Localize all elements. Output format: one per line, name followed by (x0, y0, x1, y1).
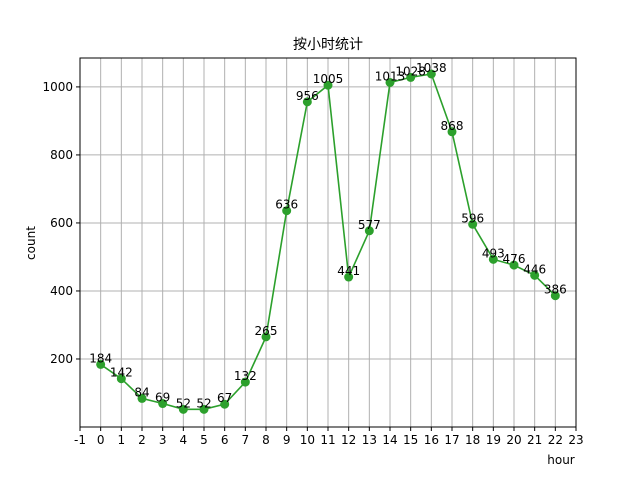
y-tick-label: 800 (50, 148, 73, 162)
x-tick-label: 20 (506, 433, 521, 447)
x-axis-ticks: -1 0 1 2 3 4 5 6 7 8 9 10 11 12 13 14 15 16 17 18 19 20 21 22 23 (74, 427, 584, 447)
data-point (261, 332, 271, 342)
data-point (426, 69, 436, 79)
data-label: 52 (196, 396, 211, 410)
data-point (509, 260, 519, 270)
x-tick-label: 0 (97, 433, 105, 447)
data-point (406, 72, 416, 82)
x-tick-label: 21 (527, 433, 542, 447)
data-point (199, 404, 209, 414)
data-point (323, 80, 333, 90)
data-label: 956 (296, 89, 319, 103)
data-point (530, 270, 540, 280)
x-axis-title: hour (547, 453, 575, 467)
data-label: 636 (275, 198, 298, 212)
data-label: 142 (110, 366, 133, 380)
y-axis-title: count (24, 226, 38, 260)
data-point (178, 404, 188, 414)
x-tick-label: 7 (242, 433, 250, 447)
y-tick-label: 1000 (42, 80, 73, 94)
data-label: 52 (176, 396, 191, 410)
data-point (282, 206, 292, 216)
y-tick-label: 600 (50, 216, 73, 230)
x-tick-label: 15 (403, 433, 418, 447)
x-tick-label: 22 (548, 433, 563, 447)
data-point (96, 359, 106, 369)
data-label: 596 (461, 211, 484, 225)
x-tick-label: 18 (465, 433, 480, 447)
y-axis-ticks: 200 400 600 800 1000 (42, 80, 80, 366)
x-tick-label: 2 (138, 433, 146, 447)
data-point (344, 272, 354, 282)
x-tick-label: -1 (74, 433, 86, 447)
data-label: 184 (89, 351, 112, 365)
data-point (158, 399, 168, 409)
x-tick-label: 1 (118, 433, 126, 447)
data-point (488, 254, 498, 264)
data-label: 493 (482, 246, 505, 260)
x-tick-label: 13 (362, 433, 377, 447)
data-point (220, 399, 230, 409)
x-tick-label: 19 (486, 433, 501, 447)
x-tick-label: 9 (283, 433, 291, 447)
data-label: 265 (255, 324, 278, 338)
x-tick-label: 3 (159, 433, 167, 447)
data-label: 84 (134, 385, 149, 399)
x-tick-label: 12 (341, 433, 356, 447)
data-label: 476 (503, 252, 526, 266)
data-point (550, 291, 560, 301)
data-point (116, 374, 126, 384)
data-label: 67 (217, 391, 232, 405)
data-point (302, 97, 312, 107)
x-tick-label: 10 (300, 433, 315, 447)
data-label: 577 (358, 218, 381, 232)
data-label: 441 (337, 264, 360, 278)
data-label: 132 (234, 369, 257, 383)
data-label: 69 (155, 391, 170, 405)
y-tick-label: 400 (50, 284, 73, 298)
data-point (385, 77, 395, 87)
data-point (364, 226, 374, 236)
x-tick-label: 17 (444, 433, 459, 447)
x-tick-label: 11 (320, 433, 335, 447)
data-point (468, 219, 478, 229)
data-point (447, 127, 457, 137)
x-tick-label: 23 (568, 433, 583, 447)
series (96, 69, 560, 414)
y-tick-label: 200 (50, 352, 73, 366)
data-label: 1005 (313, 72, 344, 86)
data-label: 386 (544, 283, 567, 297)
data-label: 1038 (416, 61, 447, 75)
x-tick-label: 4 (180, 433, 188, 447)
x-tick-label: 14 (382, 433, 397, 447)
grid (79, 58, 577, 427)
data-label: 446 (523, 262, 546, 276)
x-tick-label: 5 (200, 433, 208, 447)
data-label: 868 (441, 119, 464, 133)
x-tick-label: 6 (221, 433, 229, 447)
x-tick-label: 16 (424, 433, 439, 447)
data-label: 1013 (375, 69, 406, 83)
chart-title: 按小时统计 (293, 37, 363, 53)
data-point (137, 393, 147, 403)
data-label: 1028 (395, 64, 426, 78)
data-point (240, 377, 250, 387)
x-tick-label: 8 (262, 433, 270, 447)
